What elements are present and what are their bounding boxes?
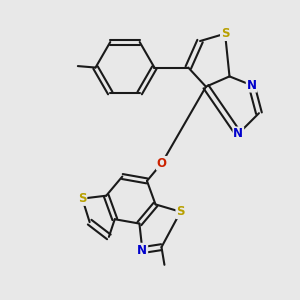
Text: S: S: [221, 27, 229, 40]
Text: N: N: [137, 244, 147, 256]
Text: S: S: [176, 205, 185, 218]
Text: O: O: [157, 157, 167, 170]
Text: N: N: [233, 127, 243, 140]
Text: N: N: [247, 79, 256, 92]
Text: S: S: [78, 192, 86, 205]
